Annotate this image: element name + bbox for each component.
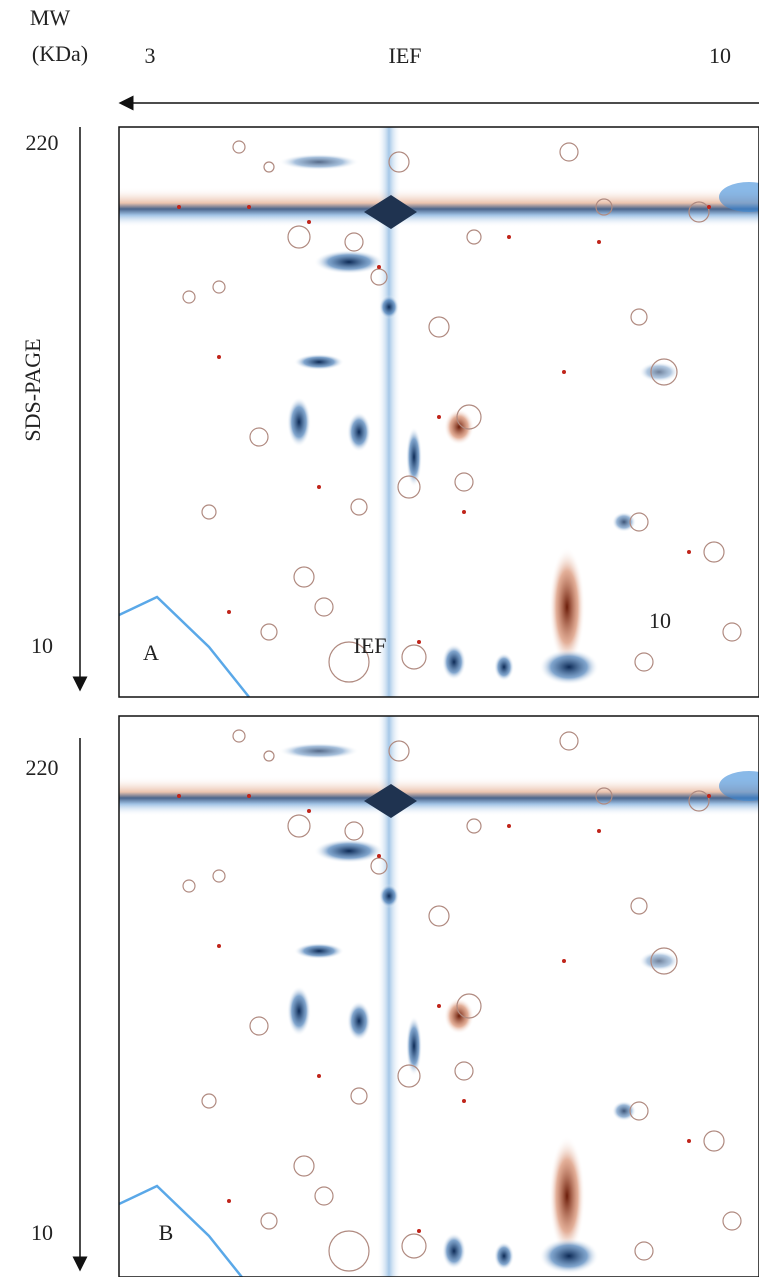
y-axis-label: SDS-PAGE — [20, 338, 45, 441]
top-label: 220 — [26, 130, 59, 155]
panel-letter: B — [159, 1220, 174, 1245]
gel-image — [117, 714, 759, 1277]
bottom-label: 10 — [31, 1220, 53, 1245]
ief-left: 3 — [145, 43, 156, 68]
ief-label: IEF — [389, 43, 422, 68]
unit-label: (KDa) — [32, 41, 88, 66]
top-label: 220 — [26, 755, 59, 780]
bottom-label: 10 — [31, 633, 53, 658]
overlay-label: 10 — [649, 608, 671, 633]
ief-right: 10 — [709, 43, 731, 68]
overlay-label: IEF — [354, 633, 387, 658]
panel-frame — [118, 715, 759, 1277]
panel-frame — [118, 126, 759, 698]
panel-letter: A — [143, 640, 159, 665]
mw-label: MW — [30, 5, 71, 30]
